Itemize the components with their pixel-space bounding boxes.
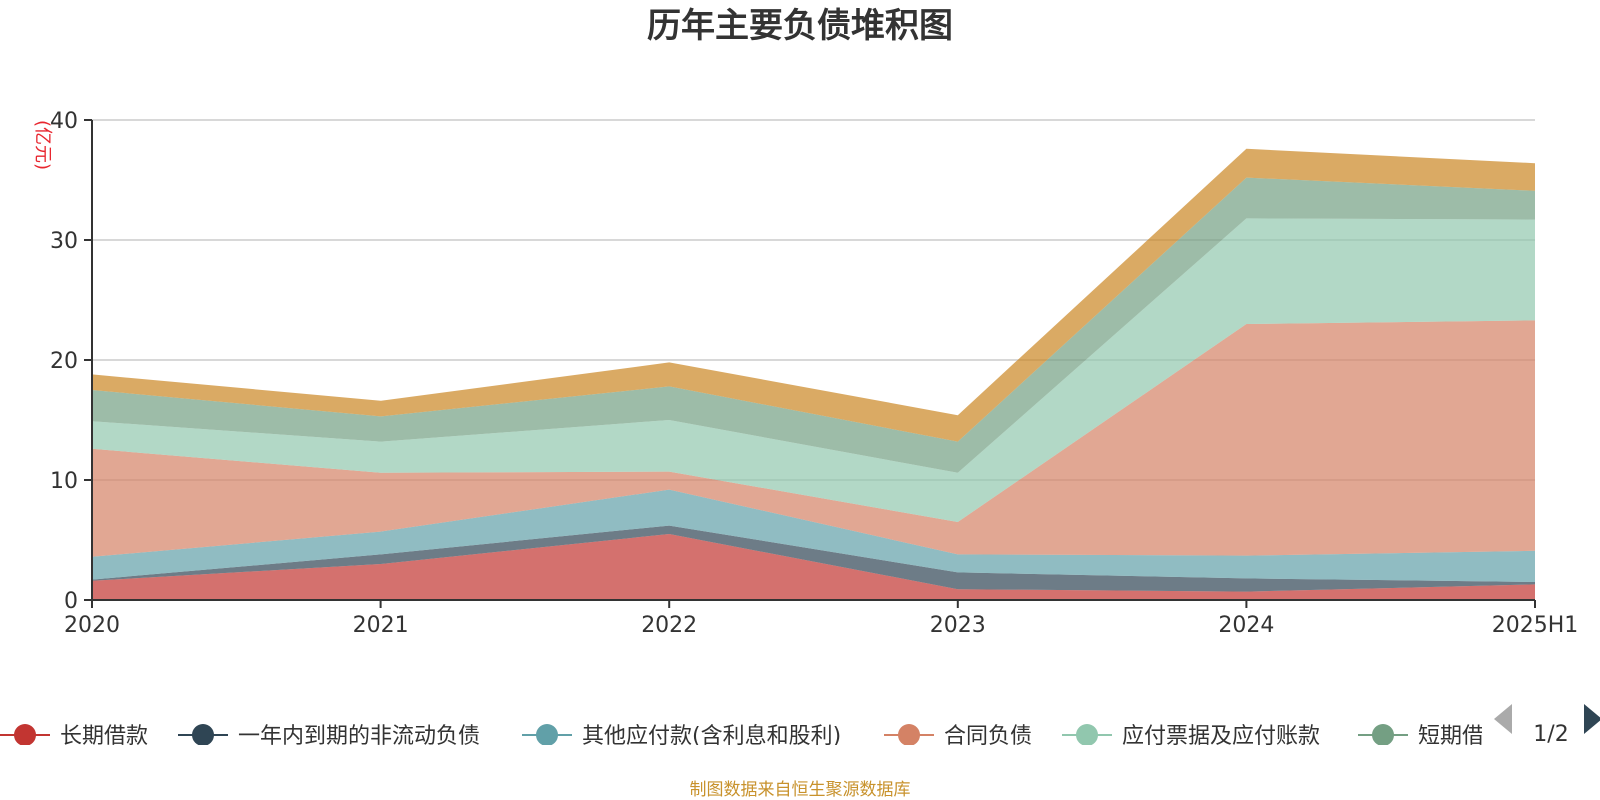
x-tick-label: 2023 bbox=[930, 613, 986, 638]
legend-marker bbox=[898, 724, 920, 745]
legend-item[interactable]: 其他应付款(含利息和股利) bbox=[522, 724, 841, 749]
x-tick-label: 2020 bbox=[64, 613, 120, 638]
triangle-right-icon[interactable] bbox=[1584, 704, 1600, 734]
y-tick-label: 0 bbox=[64, 589, 78, 614]
legend-label: 长期借款 bbox=[60, 724, 148, 749]
legend-marker bbox=[536, 724, 558, 745]
triangle-left-icon[interactable] bbox=[1494, 704, 1512, 734]
legend-label: 合同负债 bbox=[944, 724, 1032, 749]
legend-marker bbox=[192, 724, 214, 745]
legend-label: 一年内到期的非流动负债 bbox=[238, 724, 480, 749]
chart-title: 历年主要负债堆积图 bbox=[647, 6, 953, 46]
area-series-3 bbox=[92, 320, 1535, 557]
stacked-areas bbox=[92, 148, 1535, 600]
area-series-4 bbox=[92, 218, 1535, 522]
legend-marker bbox=[14, 724, 36, 745]
y-tick-label: 30 bbox=[50, 229, 78, 254]
legend-item[interactable]: 合同负债 bbox=[884, 724, 1032, 749]
area-series-5 bbox=[92, 177, 1535, 473]
legend-item[interactable]: 长期借款 bbox=[0, 724, 148, 749]
y-tick-label: 40 bbox=[50, 109, 78, 134]
y-tick-label: 20 bbox=[50, 349, 78, 374]
legend-item[interactable]: 应付票据及应付账款 bbox=[1062, 724, 1320, 749]
legend-label: 其他应付款(含利息和股利) bbox=[582, 724, 841, 749]
legend: 长期借款 一年内到期的非流动负债 其他应付款(含利息和股利) 合同负债 应付票据及应付账… bbox=[0, 724, 1484, 749]
legend-marker bbox=[1076, 724, 1098, 745]
x-tick-label: 2024 bbox=[1218, 613, 1274, 638]
legend-pager: 1/2 bbox=[1494, 704, 1600, 747]
data-source-note: 制图数据来自恒生聚源数据库 bbox=[690, 780, 911, 800]
legend-label: 应付票据及应付账款 bbox=[1122, 724, 1320, 749]
y-axis-unit: (亿元) bbox=[32, 120, 53, 170]
axes: 0 10 20 30 40 2020 2021 2022 2023 2024 2025H1 bbox=[50, 109, 1578, 638]
legend-label: 短期借 bbox=[1418, 724, 1484, 749]
x-tick-label: 2025H1 bbox=[1492, 613, 1579, 638]
legend-marker bbox=[1372, 724, 1394, 745]
y-tick-label: 10 bbox=[50, 469, 78, 494]
area-series-6 bbox=[92, 148, 1535, 442]
x-tick-label: 2021 bbox=[353, 613, 409, 638]
area-series-2 bbox=[92, 489, 1535, 582]
legend-page-indicator: 1/2 bbox=[1533, 722, 1568, 747]
x-tick-label: 2022 bbox=[641, 613, 697, 638]
legend-item[interactable]: 短期借 bbox=[1358, 724, 1484, 749]
legend-item[interactable]: 一年内到期的非流动负债 bbox=[178, 724, 480, 749]
area-series-0 bbox=[92, 534, 1535, 600]
area-series-1 bbox=[92, 525, 1535, 592]
